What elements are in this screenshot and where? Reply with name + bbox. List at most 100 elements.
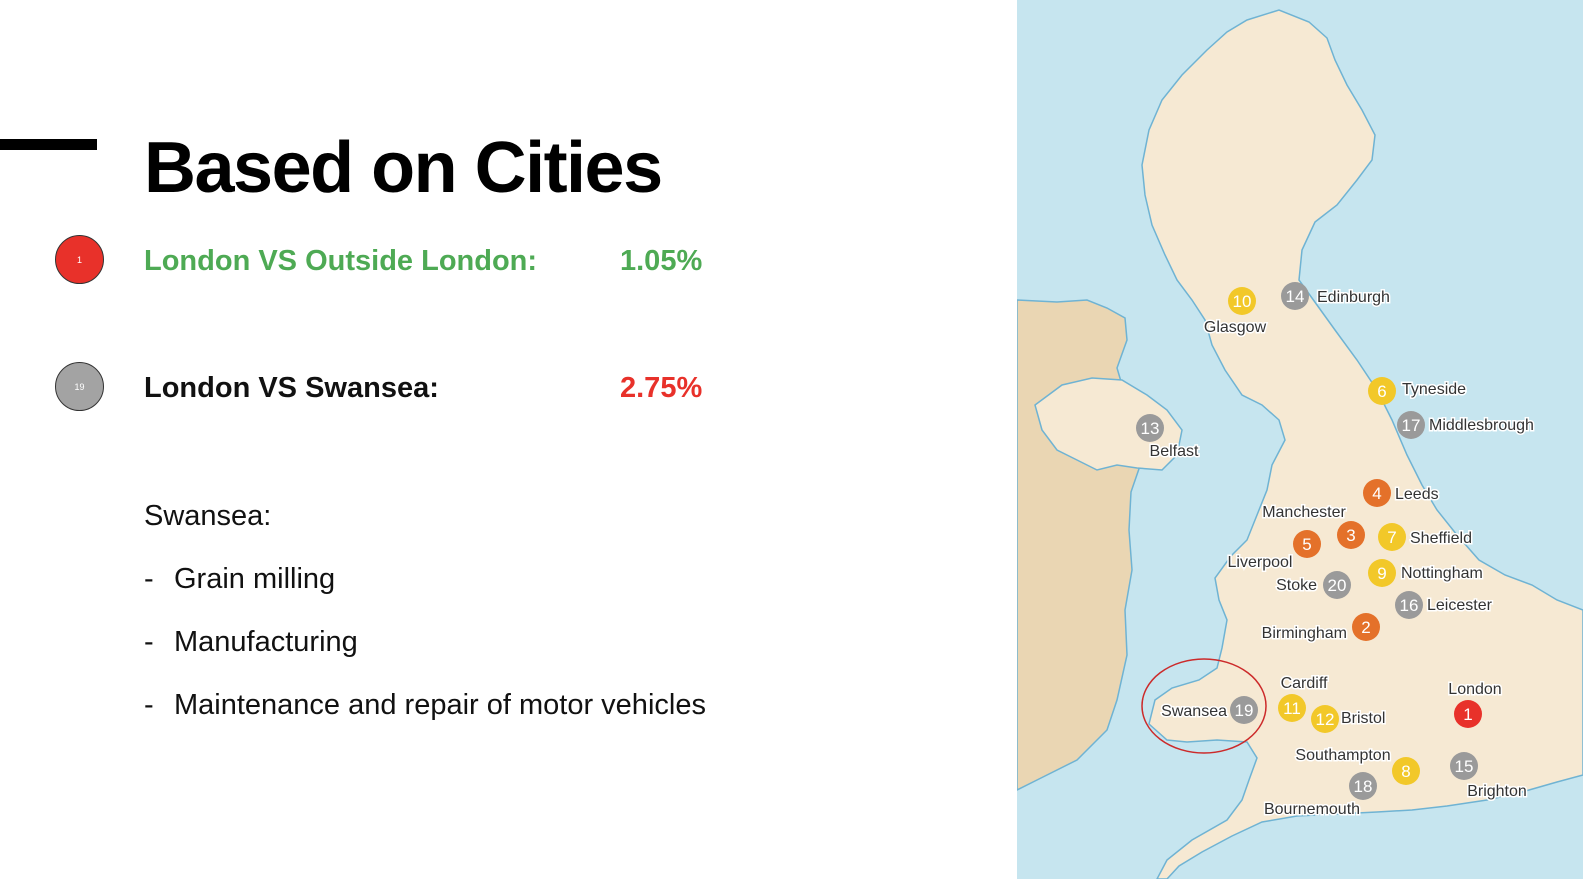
city-marker-southampton: 8 Southampton — [1294, 746, 1420, 785]
city-marker-belfast: 13 Belfast — [1136, 414, 1201, 462]
marker-dot — [1311, 705, 1339, 733]
marker-rank: 10 — [1233, 292, 1252, 311]
city-label: London — [1448, 681, 1501, 698]
city-marker-bristol: 12 Bristol — [1311, 705, 1387, 733]
city-label: Leeds — [1395, 486, 1439, 503]
city-marker-cardiff: 11 Cardiff — [1278, 674, 1329, 722]
accent-bar — [0, 139, 97, 150]
marker-dot — [1378, 523, 1406, 551]
city-marker-leeds: 4 Leeds — [1363, 479, 1440, 507]
city-label: Nottingham — [1401, 565, 1483, 582]
city-label: Stoke — [1276, 577, 1317, 594]
rank-marker-london: 1 — [55, 235, 104, 284]
marker-rank: 19 — [1235, 701, 1254, 720]
details-list: - Grain milling - Manufacturing - Maintenan… — [144, 560, 706, 749]
marker-dot — [1395, 591, 1423, 619]
city-marker-liverpool: 5 Liverpool — [1226, 530, 1321, 573]
city-label: Glasgow — [1204, 319, 1267, 336]
great-britain-landmass — [1141, 9, 1583, 879]
marker-dot — [1450, 752, 1478, 780]
marker-dot — [1352, 613, 1380, 641]
marker-rank: 3 — [1346, 526, 1355, 545]
marker-rank: 14 — [1286, 287, 1305, 306]
list-item-text: Maintenance and repair of motor vehicles — [174, 689, 706, 721]
marker-rank: 18 — [1354, 777, 1373, 796]
marker-rank: 2 — [1361, 618, 1370, 637]
marker-rank: 13 — [1141, 419, 1160, 438]
marker-dot — [1323, 571, 1351, 599]
city-marker-london: 1 London — [1447, 680, 1503, 728]
northern-ireland-landmass — [1034, 377, 1183, 471]
city-label: Bristol — [1341, 710, 1385, 727]
marker-dot — [1368, 559, 1396, 587]
comparison-label: London VS Outside London: — [144, 245, 538, 277]
marker-rank: 9 — [1377, 564, 1386, 583]
list-item: - Maintenance and repair of motor vehicle… — [144, 686, 706, 749]
swansea-highlight-ring — [1141, 658, 1267, 754]
dash-icon: - — [144, 626, 154, 658]
city-marker-sheffield: 7 Sheffield — [1378, 523, 1473, 551]
city-label: Belfast — [1150, 443, 1199, 460]
marker-rank: 7 — [1387, 528, 1396, 547]
city-label: Middlesbrough — [1429, 417, 1534, 434]
marker-dot — [1136, 414, 1164, 442]
marker-dot — [1337, 521, 1365, 549]
comparison-row-london-outside: 1 London VS Outside London: 1.05% — [0, 235, 1000, 289]
comparison-value: 2.75% — [620, 372, 703, 404]
marker-rank: 5 — [1302, 535, 1311, 554]
city-marker-brighton: 15 Brighton — [1450, 752, 1528, 802]
dash-icon: - — [144, 689, 154, 721]
marker-dot — [1349, 772, 1377, 800]
marker-dot — [1228, 287, 1256, 315]
marker-rank: 17 — [1402, 416, 1421, 435]
marker-rank: 16 — [1400, 596, 1419, 615]
rank-marker-swansea: 19 — [55, 362, 104, 411]
marker-rank: 15 — [1455, 757, 1474, 776]
city-label: Liverpool — [1228, 554, 1293, 571]
city-marker-stoke: 20 Stoke — [1275, 571, 1351, 599]
city-marker-tyneside: 6 Tyneside — [1368, 377, 1468, 405]
city-label: Manchester — [1262, 504, 1346, 521]
list-item: - Manufacturing — [144, 623, 706, 686]
city-label: Southampton — [1295, 747, 1390, 764]
city-label: Edinburgh — [1317, 289, 1390, 306]
marker-rank: 4 — [1372, 484, 1381, 503]
city-marker-leicester: 16 Leicester — [1395, 591, 1494, 619]
city-label: Birmingham — [1262, 625, 1347, 642]
city-marker-birmingham: 2 Birmingham — [1260, 613, 1380, 644]
marker-dot — [1230, 696, 1258, 724]
uk-map: 14 Edinburgh 10 Glasgow 6 Tyneside 17 Middlesbr… — [1017, 0, 1583, 879]
marker-rank: 1 — [1463, 705, 1472, 724]
comparison-label: London VS Swansea: — [144, 372, 439, 404]
details-heading: Swansea: — [144, 500, 272, 532]
city-label: Sheffield — [1410, 530, 1472, 547]
list-item: - Grain milling — [144, 560, 706, 623]
city-label: Tyneside — [1402, 381, 1466, 398]
marker-rank: 11 — [1283, 699, 1301, 718]
city-label: Leicester — [1427, 597, 1493, 614]
marker-dot — [1363, 479, 1391, 507]
marker-dot — [1454, 700, 1482, 728]
dash-icon: - — [144, 563, 154, 595]
marker-rank: 20 — [1328, 576, 1347, 595]
comparison-value: 1.05% — [620, 245, 703, 277]
city-marker-swansea: 19 Swansea — [1160, 696, 1258, 724]
marker-dot — [1368, 377, 1396, 405]
marker-dot — [1392, 757, 1420, 785]
list-item-text: Manufacturing — [174, 626, 358, 658]
city-label: Bournemouth — [1264, 801, 1360, 818]
city-marker-middlesbrough: 17 Middlesbrough — [1397, 411, 1535, 439]
city-label: Swansea — [1161, 703, 1227, 720]
marker-rank: 12 — [1316, 710, 1335, 729]
city-marker-glasgow: 10 Glasgow — [1202, 287, 1268, 338]
city-label: Cardiff — [1281, 675, 1328, 692]
slide-title: Based on Cities — [144, 128, 663, 208]
city-marker-bournemouth: 18 Bournemouth — [1262, 772, 1377, 820]
marker-dot — [1293, 530, 1321, 558]
city-marker-nottingham: 9 Nottingham — [1368, 559, 1484, 587]
comparison-row-london-swansea: 19 London VS Swansea: 2.75% — [0, 362, 1000, 416]
marker-dot — [1278, 694, 1306, 722]
